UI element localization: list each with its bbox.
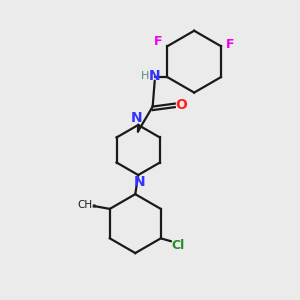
Text: N: N [134, 175, 146, 189]
Text: O: O [175, 98, 187, 112]
Text: N: N [149, 69, 161, 83]
Text: Cl: Cl [171, 238, 184, 252]
Text: H: H [140, 71, 149, 81]
Text: N: N [130, 111, 142, 125]
Text: F: F [226, 38, 235, 51]
Text: CH₃: CH₃ [77, 200, 97, 210]
Text: F: F [154, 35, 163, 48]
